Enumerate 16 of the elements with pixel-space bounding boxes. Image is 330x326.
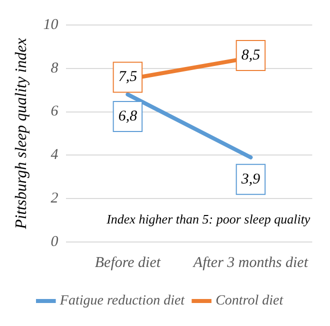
y-tick-label: 0 (50, 234, 59, 250)
annotation: Index higher than 5: poor sleep quality (106, 211, 310, 226)
y-tick-label: 8 (50, 60, 59, 76)
data-label: 3,9 (240, 171, 261, 188)
y-tick-label: 10 (43, 16, 59, 33)
y-tick-label: 4 (50, 147, 59, 164)
data-label: 7,5 (118, 69, 138, 86)
legend-label: Fatigue reduction diet (58, 294, 186, 309)
legend-label: Control diet (216, 294, 284, 309)
data-label: 8,5 (241, 47, 261, 64)
x-tick-label: After 3 months diet (192, 254, 309, 271)
y-tick-label: 2 (50, 190, 59, 207)
data-label: 6,8 (118, 108, 138, 124)
x-tick-label: Before diet (94, 254, 162, 271)
y-axis-title: Pittsburgh sleep quality index (12, 38, 30, 230)
y-tick-label: 6 (50, 104, 59, 120)
